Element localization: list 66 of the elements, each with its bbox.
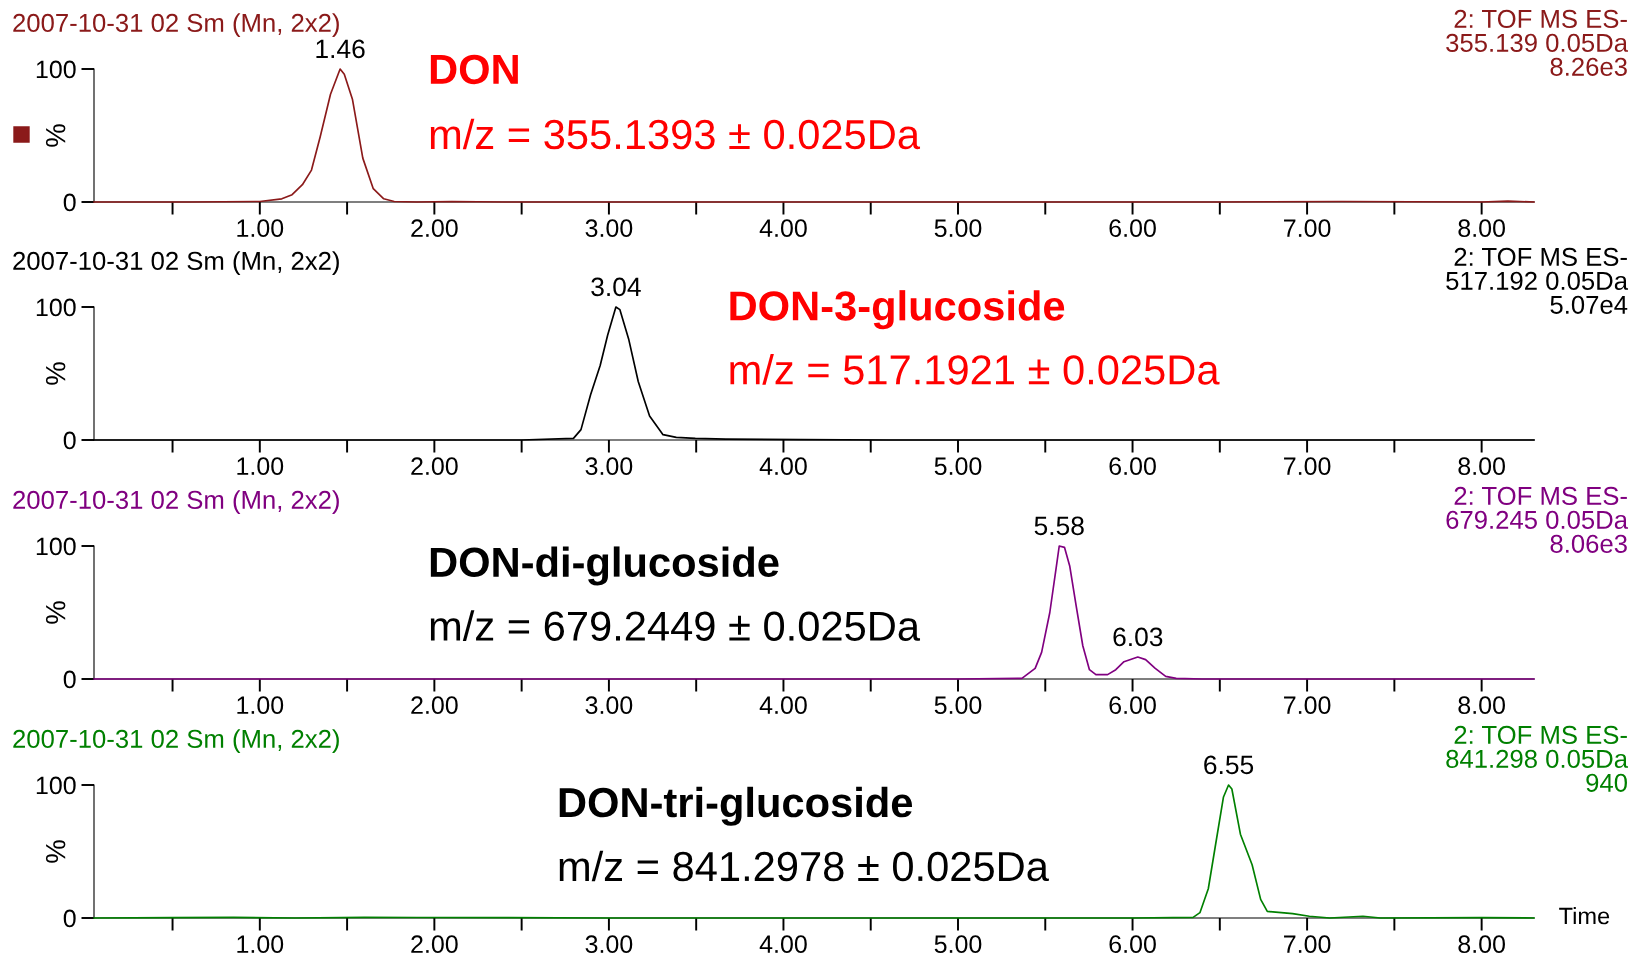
x-tick-label: 3.00 xyxy=(585,219,633,238)
x-tick-label: 5.00 xyxy=(934,935,982,954)
annotation: m/z = 841.2978 ± 0.025Da xyxy=(559,850,1049,882)
y-tick-label: 0 xyxy=(63,670,76,689)
x-tick-label: 4.00 xyxy=(759,219,807,238)
x-tick-label: 1.00 xyxy=(237,219,284,238)
annotation: 5.58 xyxy=(1034,516,1084,536)
annotation: m/z = 355.1393 ± 0.025Da xyxy=(430,118,921,150)
y-tick-label: 0 xyxy=(63,909,76,928)
chart-title: 2007-10-31 02 Sm (Mn, 2x2) xyxy=(13,13,339,38)
y-tick-label: 100 xyxy=(36,298,76,317)
annotation: m/z = 679.2449 ± 0.025Da xyxy=(430,610,921,641)
annotation: 6.03 xyxy=(1113,627,1163,647)
x-tick-label: 5.00 xyxy=(934,457,982,476)
chart-title: 2007-10-31 02 Sm (Mn, 2x2) xyxy=(13,490,339,515)
x-tick-label: 2.00 xyxy=(411,219,458,238)
y-axis-title: % xyxy=(45,840,66,863)
annotation: m/z = 517.1921 ± 0.025Da xyxy=(730,354,1220,385)
x-tick-label: 4.00 xyxy=(759,696,807,715)
x-tick-label: 1.00 xyxy=(237,696,284,715)
x-tick-label: 5.00 xyxy=(934,696,982,715)
x-tick-label: 6.00 xyxy=(1109,457,1156,476)
annotation: DON-3-glucoside xyxy=(730,290,1065,330)
annotation: 3.04 xyxy=(591,277,641,297)
x-tick-label: 1.00 xyxy=(237,935,284,954)
annotation: DON xyxy=(430,54,518,85)
y-axis-title: % xyxy=(45,362,66,385)
x-tick-label: 4.00 xyxy=(759,935,807,954)
x-tick-label: 5.00 xyxy=(934,219,982,238)
x-tick-label: 3.00 xyxy=(585,696,633,715)
x-tick-label: 7.00 xyxy=(1284,457,1331,476)
chart-subtitle: 2: TOF MS ES- 517.192 0.05Da 5.07e4 xyxy=(1446,247,1629,314)
x-tick-label: 8.00 xyxy=(1458,696,1505,715)
y-tick-label: 0 xyxy=(63,193,76,212)
x-tick-label: 7.00 xyxy=(1284,696,1331,715)
chart-title: 2007-10-31 02 Sm (Mn, 2x2) xyxy=(13,251,339,276)
x-tick-label: 4.00 xyxy=(759,457,807,476)
x-axis-title: Time xyxy=(1559,906,1610,925)
x-tick-label: 8.00 xyxy=(1458,219,1505,238)
x-tick-label: 7.00 xyxy=(1284,219,1331,238)
chart-subtitle: 2: TOF MS ES- 355.139 0.05Da 8.26e3 xyxy=(1446,9,1629,76)
annotation: 6.55 xyxy=(1204,755,1254,775)
x-tick-label: 2.00 xyxy=(411,935,458,954)
y-tick-label: 100 xyxy=(36,776,76,795)
chart-subtitle: 2: TOF MS ES- 841.298 0.05Da 940 xyxy=(1446,725,1629,792)
x-tick-label: 3.00 xyxy=(585,457,633,476)
annotation: DON-tri-glucoside xyxy=(559,786,913,826)
x-tick-label: 3.00 xyxy=(585,935,633,954)
x-tick-label: 8.00 xyxy=(1458,457,1505,476)
x-tick-label: 2.00 xyxy=(411,457,458,476)
x-tick-label: 1.00 xyxy=(237,457,284,476)
x-tick-label: 6.00 xyxy=(1109,696,1156,715)
x-tick-label: 8.00 xyxy=(1458,935,1505,954)
annotation: DON-di-glucoside xyxy=(430,546,779,586)
y-tick-label: 0 xyxy=(63,431,76,450)
chart-subtitle: 2: TOF MS ES- 679.245 0.05Da 8.06e3 xyxy=(1446,486,1629,553)
x-tick-label: 2.00 xyxy=(411,696,458,715)
x-tick-label: 6.00 xyxy=(1109,935,1156,954)
y-axis-title: % xyxy=(45,601,66,624)
y-axis-title: % xyxy=(45,124,66,147)
x-tick-label: 7.00 xyxy=(1284,935,1331,954)
x-tick-label: 6.00 xyxy=(1109,219,1156,238)
annotation: 1.46 xyxy=(316,39,365,59)
y-tick-label: 100 xyxy=(36,60,76,79)
y-tick-label: 100 xyxy=(36,537,76,556)
chart-title: 2007-10-31 02 Sm (Mn, 2x2) xyxy=(13,729,339,754)
